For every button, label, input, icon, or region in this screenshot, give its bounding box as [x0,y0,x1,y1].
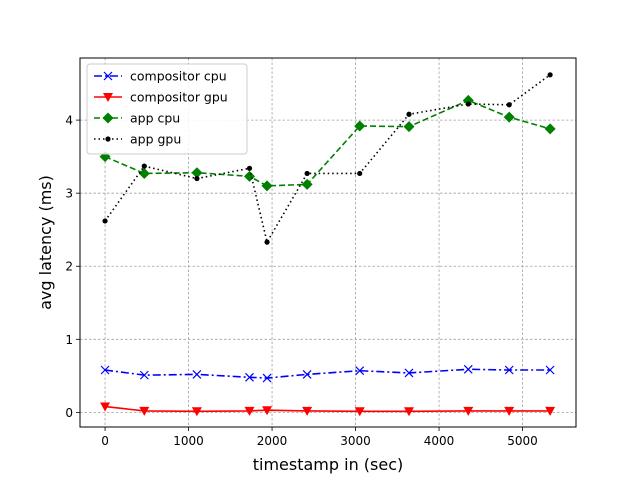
y-tick-label: 0 [65,406,73,420]
data-point [544,123,556,135]
x-axis-label: timestamp in (sec) [253,455,404,474]
data-point [191,407,202,417]
data-point [138,167,150,179]
data-point [191,167,203,179]
data-point [194,175,200,182]
plot-frame [79,57,577,428]
legend-box [86,63,248,155]
series-app-gpu [102,72,553,245]
y-tick-label: 1 [65,333,73,347]
marker-stroke [545,365,555,375]
data-point [355,366,365,376]
x-tick-label: 4000 [424,434,455,448]
data-point [262,373,272,383]
x-tick-label: 1000 [173,434,204,448]
marker-stroke [139,370,149,380]
series-compositor-gpu [100,402,556,417]
series-app-cpu [99,94,556,192]
data-point [354,120,366,132]
marker-stroke [355,366,365,376]
axis-ticks: 0 1000 2000 3000 4000 5000 0 1 2 3 4 [65,114,537,448]
series-layer [99,72,556,417]
marker-stroke [245,372,254,382]
x-tick-label: 0 [101,434,109,448]
x-tick-label: 5000 [507,434,538,448]
data-point [245,372,254,382]
legend-marker [105,136,111,142]
marker-stroke [302,369,312,379]
x-tick-label: 2000 [257,434,288,448]
legend-item: compositor gpu [94,90,228,105]
data-point [102,218,108,224]
data-point [192,369,202,379]
legend-item: app cpu [94,111,180,126]
data-point [503,111,515,123]
data-point [301,178,313,190]
legend-marker [103,71,113,81]
data-point [139,406,150,416]
data-point [141,163,147,169]
data-point [304,170,310,177]
data-point [262,406,273,416]
data-point [100,365,110,375]
y-axis-label: avg latency (ms) [36,175,55,310]
data-point [463,364,473,374]
series-compositor-cpu [100,364,555,383]
legend-marker [103,93,113,102]
data-point [403,121,415,133]
data-point [404,368,414,378]
data-point [354,407,365,417]
data-point [403,407,414,417]
data-point [139,370,149,380]
legend-marker [102,112,114,124]
data-point [244,406,255,416]
data-point [465,101,471,107]
data-point [504,406,515,416]
y-tick-label: 4 [65,114,73,128]
data-point [100,402,111,412]
y-tick-label: 3 [65,187,73,201]
legend-item: app gpu [94,132,181,147]
data-point [246,165,253,171]
legend-item: compositor cpu [94,69,227,84]
data-point [504,365,514,375]
data-point [264,239,270,245]
data-point [357,170,363,177]
data-point [545,365,555,375]
legend-label: app cpu [130,111,180,126]
marker-stroke [463,364,473,374]
marker-stroke [100,365,110,375]
data-point [244,170,256,182]
data-point [302,369,312,379]
data-point [506,102,512,108]
marker-stroke [504,365,514,375]
marker-stroke [262,373,272,383]
data-point [463,406,474,416]
data-point [261,180,273,192]
x-tick-label: 3000 [340,434,371,448]
data-point [406,111,412,117]
legend: compositor cpu compositor gpu app cpu app g… [86,63,248,155]
legend-label: compositor gpu [130,90,228,105]
legend-label: app gpu [130,132,181,147]
data-point [462,94,474,106]
data-point [302,406,313,416]
data-point [547,72,553,78]
data-point [545,406,556,416]
legend-label: compositor cpu [130,69,227,84]
marker-stroke [404,368,414,378]
marker-stroke [103,71,113,81]
y-tick-label: 2 [65,260,73,274]
marker-stroke [192,369,202,379]
